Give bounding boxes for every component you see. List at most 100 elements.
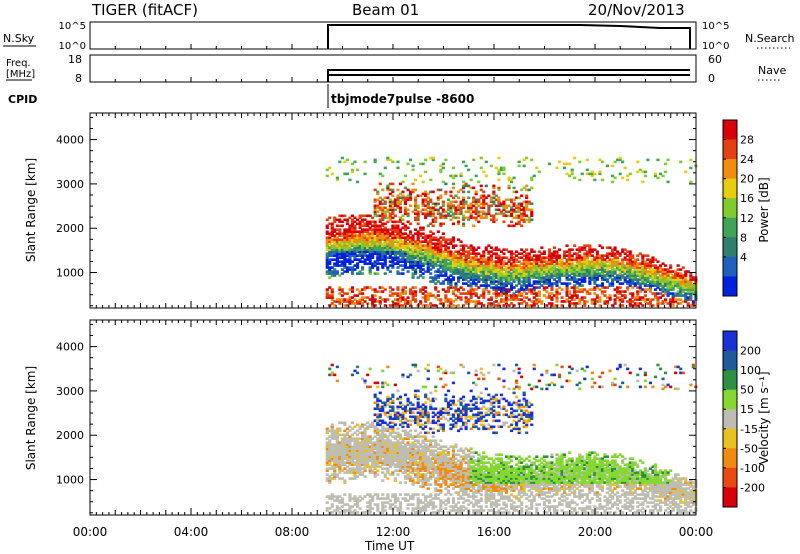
power-cell [381, 174, 385, 178]
power-cell [426, 294, 430, 297]
power-cell [540, 260, 544, 263]
power-cell [563, 264, 567, 267]
velocity-cell [371, 469, 375, 472]
power-cell [530, 270, 534, 273]
power-cell [439, 212, 443, 216]
power-colorbar-tick: 4 [740, 251, 747, 264]
power-cell [343, 218, 347, 222]
power-cell [414, 232, 418, 235]
velocity-cell [328, 429, 332, 433]
velocity-cell [406, 375, 410, 379]
power-cell [429, 236, 433, 239]
power-cell [666, 180, 670, 184]
velocity-cell [340, 449, 344, 452]
velocity-cell [348, 459, 352, 462]
velocity-cell [403, 451, 408, 454]
power-cell [646, 270, 650, 273]
power-cell [489, 200, 493, 204]
power-cell [588, 278, 592, 281]
power-cell [398, 304, 403, 307]
power-cell [674, 292, 678, 295]
power-cell [525, 204, 529, 208]
power-cell [451, 216, 456, 220]
velocity-cell [373, 443, 377, 446]
velocity-cell [406, 465, 410, 468]
power-cell [492, 268, 496, 271]
power-cell [512, 224, 516, 228]
velocity-cell [333, 467, 337, 470]
power-cell [479, 258, 483, 261]
power-cell [593, 256, 597, 259]
power-cell [492, 216, 496, 220]
power-cell [343, 254, 347, 257]
power-cell [335, 176, 339, 180]
power-cell [459, 188, 463, 192]
power-cell [406, 296, 410, 299]
power-cell [464, 274, 468, 277]
power-cell [366, 222, 370, 226]
power-cell [457, 258, 461, 261]
power-cell [383, 206, 387, 210]
power-cell [363, 288, 367, 291]
power-cell [600, 268, 605, 271]
power-cell [376, 240, 380, 243]
power-cell [605, 270, 610, 273]
velocity-cell [345, 503, 350, 506]
power-cell [489, 196, 493, 200]
power-cell [340, 248, 344, 251]
power-cell [419, 258, 423, 261]
power-cell [409, 250, 413, 253]
power-cell [434, 258, 438, 261]
power-cell [532, 304, 536, 307]
power-cell [426, 210, 430, 214]
velocity-cell [388, 451, 392, 454]
velocity-cell [338, 433, 342, 437]
power-cell [383, 202, 387, 206]
power-cell [560, 300, 564, 303]
power-cell [371, 304, 375, 307]
power-cell [578, 266, 582, 269]
power-cell [684, 294, 688, 297]
power-cell [328, 240, 332, 243]
velocity-cell [348, 425, 352, 429]
power-cell [530, 258, 534, 261]
power-cell [484, 268, 488, 271]
power-cell [618, 156, 622, 160]
power-cell [348, 246, 352, 249]
power-cell [628, 254, 632, 257]
power-cell [686, 270, 690, 273]
velocity-cell [325, 455, 329, 458]
power-cell [373, 228, 377, 231]
power-cell [659, 172, 663, 176]
power-cell [421, 276, 425, 279]
velocity-cell [386, 429, 390, 433]
power-cell [361, 256, 365, 259]
velocity-cell [411, 483, 415, 486]
velocity-cell [340, 445, 344, 448]
power-cell [436, 290, 440, 293]
power-cell [525, 264, 529, 267]
power-cell [593, 288, 597, 291]
velocity-cell [358, 437, 362, 440]
power-cell [479, 214, 483, 218]
velocity-cell [396, 461, 400, 464]
velocity-cell [333, 477, 337, 480]
power-cell [643, 282, 647, 285]
power-cell [542, 294, 546, 297]
power-cell [462, 288, 466, 291]
power-cell [353, 250, 357, 253]
power-cell [343, 238, 347, 241]
power-cell [459, 298, 463, 301]
power-cell [335, 248, 339, 251]
power-cell [383, 238, 387, 241]
power-cell [338, 214, 342, 218]
power-cell [477, 214, 481, 218]
power-cell [449, 304, 453, 307]
power-cell [643, 170, 647, 174]
power-cell [436, 246, 440, 249]
power-cell [472, 262, 476, 265]
power-cell [381, 254, 385, 257]
power-cell [669, 282, 673, 285]
power-cell [474, 202, 478, 206]
power-cell [487, 274, 491, 277]
